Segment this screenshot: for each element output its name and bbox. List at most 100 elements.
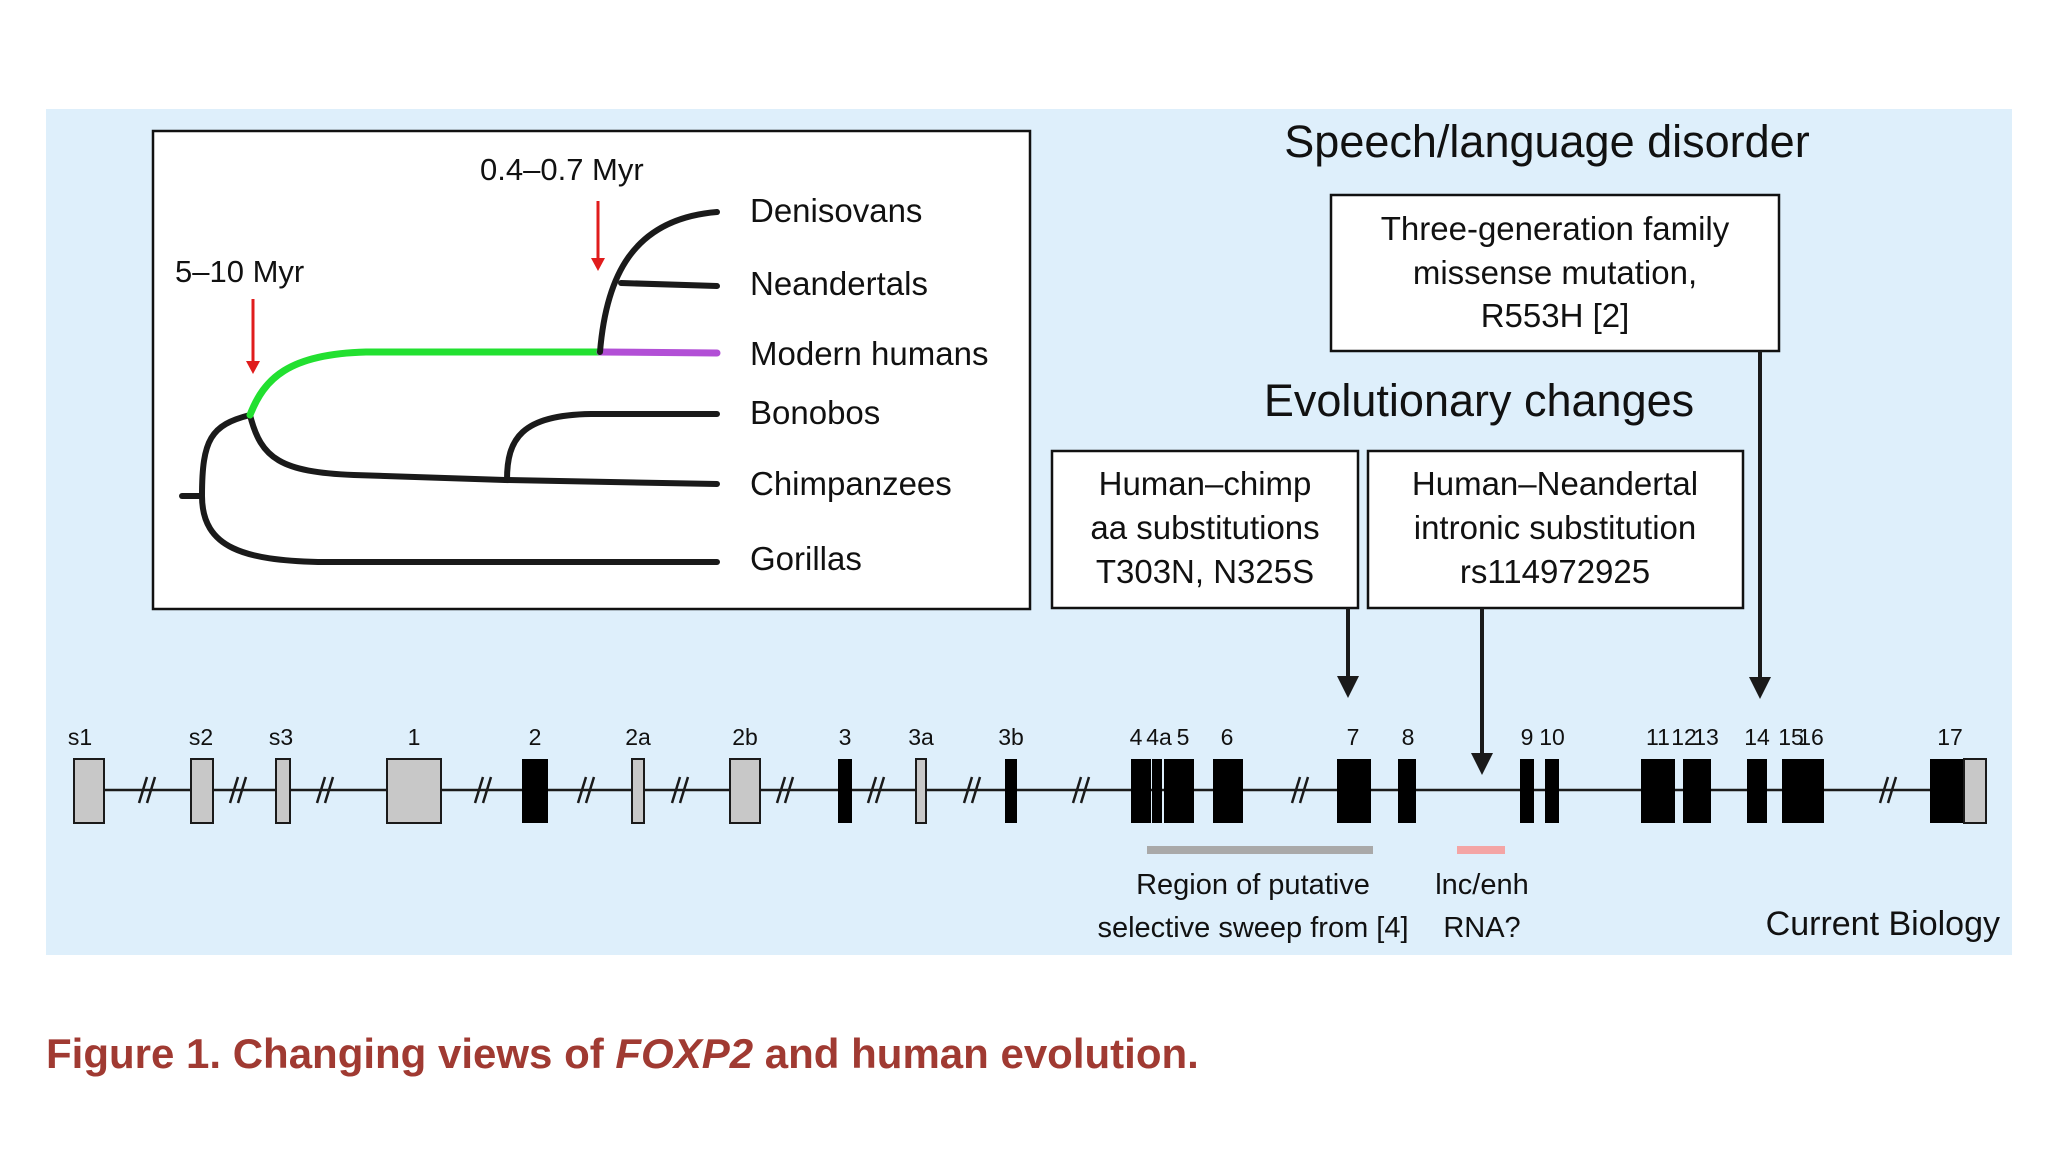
intron-break-mark — [970, 776, 982, 804]
marker-label-archaic: 0.4–0.7 Myr — [480, 152, 644, 187]
intron-break-mark — [866, 776, 878, 804]
sweep-label-line-2: selective sweep from [4] — [1097, 912, 1408, 944]
human-neandertal-line-1: Human–Neandertal — [1412, 465, 1698, 502]
evolutionary-changes-heading: Evolutionary changes — [1264, 375, 1694, 426]
speech-disorder-annotation: Speech/language disorder Three-generatio… — [1284, 116, 1810, 699]
exon-15 — [1782, 759, 1800, 823]
arrow-down-icon — [246, 361, 260, 374]
exon-label-5: 5 — [1177, 724, 1190, 750]
intron-break-mark — [145, 776, 157, 804]
human-chimp-line-2: aa substitutions — [1090, 509, 1319, 546]
arrow-down-icon — [1471, 753, 1493, 775]
exon-label-7: 7 — [1347, 724, 1360, 750]
exon-label-11: 11 — [1646, 724, 1670, 750]
intron-break-mark — [678, 776, 690, 804]
branch-hominin-stem — [246, 348, 604, 419]
exon-group — [73, 758, 1987, 824]
exon-label-4: 4 — [1130, 724, 1143, 750]
branch-gorillas-stem — [199, 412, 253, 499]
exon-10 — [1545, 759, 1559, 823]
exon-13 — [1697, 759, 1711, 823]
marker-label-deep: 5–10 Myr — [175, 254, 304, 289]
intron-break-mark — [137, 776, 149, 804]
exon-label-4a: 4a — [1146, 724, 1172, 750]
speech-disorder-box — [1329, 193, 1781, 353]
speech-disorder-line-2: missense mutation, — [1413, 254, 1697, 291]
evolutionary-changes-annotation: Evolutionary changes Human–chimp aa subs… — [1050, 375, 1745, 775]
lncrna-label-line-2: RNA? — [1443, 912, 1520, 944]
intron-break-mark — [481, 776, 493, 804]
figure-caption: Figure 1. Changing views of FOXP2 and hu… — [46, 1030, 1199, 1078]
human-neandertal-line-3: rs114972925 — [1460, 553, 1650, 590]
exon-14 — [1747, 759, 1767, 823]
branch-pan-stem — [247, 412, 508, 483]
exon-s3 — [275, 758, 291, 824]
exon-9 — [1520, 759, 1534, 823]
exon-3a — [915, 758, 927, 824]
exon-3b — [1005, 759, 1017, 823]
exon-4 — [1131, 759, 1151, 823]
speech-disorder-heading: Speech/language disorder — [1284, 116, 1809, 167]
exon-2a — [631, 758, 645, 824]
exon-label-6: 6 — [1221, 724, 1234, 750]
divergence-marker-deep: 5–10 Myr — [175, 254, 304, 374]
intron-break-mark — [670, 776, 682, 804]
human-chimp-line-3: T303N, N325S — [1096, 553, 1314, 590]
arrow-down-icon — [591, 258, 605, 271]
exon-label-s1: s1 — [68, 724, 92, 750]
branch-neandertals — [618, 280, 720, 289]
exon-label-15: 15 — [1778, 724, 1804, 750]
intron-break-mark — [576, 776, 588, 804]
intron-break-mark — [783, 776, 795, 804]
selective-sweep-bar — [1147, 846, 1373, 854]
exon-label-8: 8 — [1402, 724, 1415, 750]
exon-label-2b: 2b — [732, 724, 758, 750]
exon-2 — [522, 759, 548, 823]
lncrna-bar — [1457, 846, 1505, 854]
arrow-down-icon — [1749, 677, 1771, 699]
intron-break-mark — [473, 776, 485, 804]
species-neandertals: Neandertals — [750, 265, 928, 302]
intron-break-mark — [1886, 776, 1898, 804]
divergence-marker-archaic: 0.4–0.7 Myr — [480, 152, 644, 271]
branch-chimpanzees — [502, 477, 720, 487]
exon-5 — [1164, 759, 1194, 823]
exon-label-3a: 3a — [908, 724, 934, 750]
exon-label-2: 2 — [529, 724, 542, 750]
intron-break-mark — [1298, 776, 1310, 804]
exon-7 — [1337, 759, 1371, 823]
exon-label-s2: s2 — [189, 724, 213, 750]
human-neandertal-box — [1366, 449, 1745, 610]
exon-label-9: 9 — [1521, 724, 1534, 750]
branch-modern-humans — [596, 348, 721, 357]
exon-label-s3: s3 — [269, 724, 293, 750]
intron-break-mark — [962, 776, 974, 804]
branch-bonobos — [504, 411, 720, 483]
figure-diagram: 5–10 Myr 0.4–0.7 Myr Denisovans Neandert… — [68, 116, 2000, 944]
human-chimp-line-1: Human–chimp — [1099, 465, 1312, 502]
exon-label-12: 12 — [1671, 724, 1697, 750]
exon-label-3: 3 — [839, 724, 852, 750]
species-bonobos: Bonobos — [750, 394, 880, 431]
intron-break-mark — [584, 776, 596, 804]
species-gorillas: Gorillas — [750, 540, 862, 577]
exon-4a — [1152, 759, 1162, 823]
exon-label-3b: 3b — [998, 724, 1024, 750]
intron-break-mark — [315, 776, 327, 804]
lncrna-label-line-1: lnc/enh — [1435, 869, 1529, 901]
journal-credit: Current Biology — [1766, 905, 2000, 943]
exon-11 — [1641, 759, 1675, 823]
exon-s1 — [73, 758, 105, 824]
species-modern-humans: Modern humans — [750, 335, 988, 372]
intron-break-mark — [874, 776, 886, 804]
intron-break-mark — [1079, 776, 1091, 804]
species-chimpanzees: Chimpanzees — [750, 465, 952, 502]
exon-label-2a: 2a — [625, 724, 651, 750]
exon-12 — [1683, 759, 1697, 823]
intron-breaks — [137, 776, 1898, 804]
intron-break-mark — [1071, 776, 1083, 804]
phylogeny-inset: 5–10 Myr 0.4–0.7 Myr Denisovans Neandert… — [151, 129, 1032, 611]
exon-label-14: 14 — [1744, 724, 1770, 750]
caption-prefix: Figure 1. Changing views of — [46, 1030, 616, 1077]
branch-gorillas — [199, 493, 720, 565]
